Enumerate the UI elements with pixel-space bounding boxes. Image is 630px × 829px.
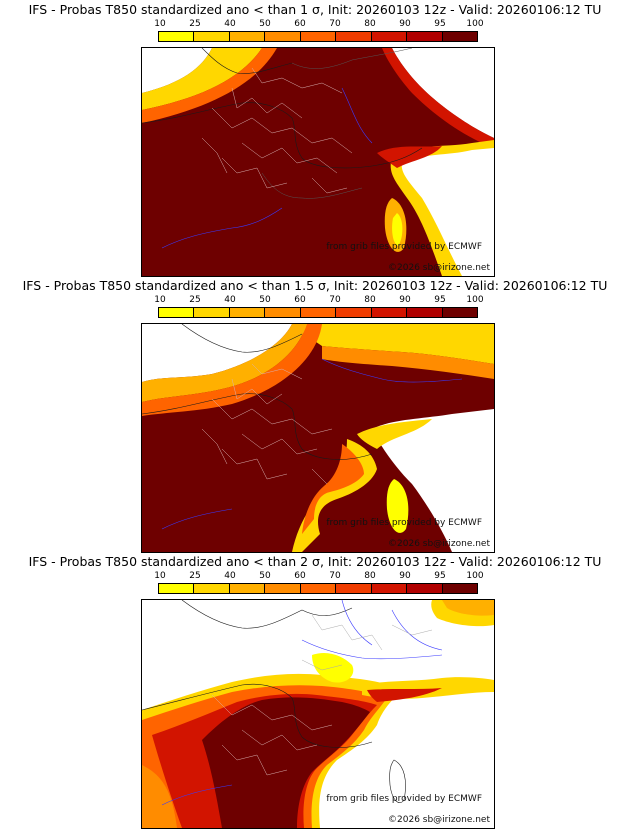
colorbar-tick-label: 95 <box>434 19 446 29</box>
colorbar-tick-label: 25 <box>189 19 201 29</box>
ecmwf-credit: from grib files provided by ECMWF <box>326 794 482 804</box>
colorbar-tick-label: 70 <box>329 571 341 581</box>
panel-sigma-1: IFS - Probas T850 standardized ano < tha… <box>0 0 630 277</box>
panel-sigma-2: IFS - Probas T850 standardized ano < tha… <box>0 552 630 829</box>
colorbar-tick-label: 80 <box>364 571 376 581</box>
colorbar-tick-label: 90 <box>399 295 411 305</box>
colorbar-tick-label: 10 <box>154 295 166 305</box>
panel-sigma-1-5: IFS - Probas T850 standardized ano < tha… <box>0 276 630 553</box>
colorbar-segment <box>407 584 443 593</box>
panel-title: IFS - Probas T850 standardized ano < tha… <box>22 278 608 293</box>
colorbar-tick-label: 10 <box>154 571 166 581</box>
colorbar-tick-label: 80 <box>364 19 376 29</box>
colorbar-segment <box>371 308 408 317</box>
colorbar-tick-label: 60 <box>294 295 306 305</box>
colorbar-tick-label: 90 <box>399 571 411 581</box>
colorbar-segment <box>159 308 195 317</box>
colorbar-segment <box>229 584 266 593</box>
colorbar-segment <box>300 32 337 41</box>
ecmwf-credit: from grib files provided by ECMWF <box>326 518 482 528</box>
colorbar-ticks: 10 25 40 50 60 70 80 90 95 100 <box>154 19 483 31</box>
colorbar-ticks: 10 25 40 50 60 70 80 90 95 100 <box>154 295 483 307</box>
colorbar-ticks: 10 25 40 50 60 70 80 90 95 100 <box>154 571 483 583</box>
colorbar-tick-label: 90 <box>399 19 411 29</box>
probability-map: from grib files provided by ECMWF ©2026 … <box>141 47 495 277</box>
colorbar-segment <box>371 32 408 41</box>
colorbar-segment <box>407 308 443 317</box>
colorbar-tick-label: 25 <box>189 571 201 581</box>
colorbar-segment <box>229 32 266 41</box>
colorbar-segment <box>300 584 337 593</box>
colorbar-segment <box>336 32 372 41</box>
colorbar-tick-label: 40 <box>224 19 236 29</box>
colorbar-tick-label: 100 <box>466 295 484 305</box>
colorbar-tick-label: 60 <box>294 571 306 581</box>
colorbar-segment <box>194 308 230 317</box>
colorbar-tick-label: 10 <box>154 19 166 29</box>
colorbar-segment <box>442 584 477 593</box>
colorbar-segment <box>194 584 230 593</box>
colorbar-segment <box>371 584 408 593</box>
colorbar-tick-label: 25 <box>189 295 201 305</box>
panel-title: IFS - Probas T850 standardized ano < tha… <box>28 554 602 569</box>
colorbar-tick-label: 100 <box>466 571 484 581</box>
copyright-label: ©2026 sb@irizone.net <box>388 263 490 273</box>
colorbar-tick-label: 100 <box>466 19 484 29</box>
colorbar-tick-label: 40 <box>224 295 236 305</box>
colorbar-segment <box>194 32 230 41</box>
colorbar-segment <box>442 308 477 317</box>
copyright-label: ©2026 sb@irizone.net <box>388 539 490 549</box>
colorbar-segment <box>159 32 195 41</box>
colorbar-segment <box>300 308 337 317</box>
colorbar-segment <box>159 584 195 593</box>
colorbar-tick-label: 80 <box>364 295 376 305</box>
colorbar-tick-label: 40 <box>224 571 236 581</box>
probability-map: from grib files provided by ECMWF ©2026 … <box>141 599 495 829</box>
colorbar-tick-label: 95 <box>434 295 446 305</box>
colorbar-tick-label: 70 <box>329 295 341 305</box>
colorbar-segment <box>265 32 301 41</box>
colorbar-tick-label: 50 <box>259 295 271 305</box>
colorbar-segment <box>407 32 443 41</box>
colorbar-segment <box>229 308 266 317</box>
colorbar-segment <box>442 32 477 41</box>
colorbar-segment <box>265 584 301 593</box>
copyright-label: ©2026 sb@irizone.net <box>388 815 490 825</box>
colorbar-tick-label: 95 <box>434 571 446 581</box>
probability-map: from grib files provided by ECMWF ©2026 … <box>141 323 495 553</box>
colorbar-segment <box>336 308 372 317</box>
colorbar-tick-label: 50 <box>259 19 271 29</box>
colorbar-segment <box>336 584 372 593</box>
colorbar-segment <box>265 308 301 317</box>
panel-title: IFS - Probas T850 standardized ano < tha… <box>28 2 602 17</box>
ecmwf-credit: from grib files provided by ECMWF <box>326 242 482 252</box>
colorbar <box>158 307 478 318</box>
colorbar <box>158 31 478 42</box>
colorbar-tick-label: 50 <box>259 571 271 581</box>
colorbar <box>158 583 478 594</box>
colorbar-tick-label: 70 <box>329 19 341 29</box>
colorbar-tick-label: 60 <box>294 19 306 29</box>
